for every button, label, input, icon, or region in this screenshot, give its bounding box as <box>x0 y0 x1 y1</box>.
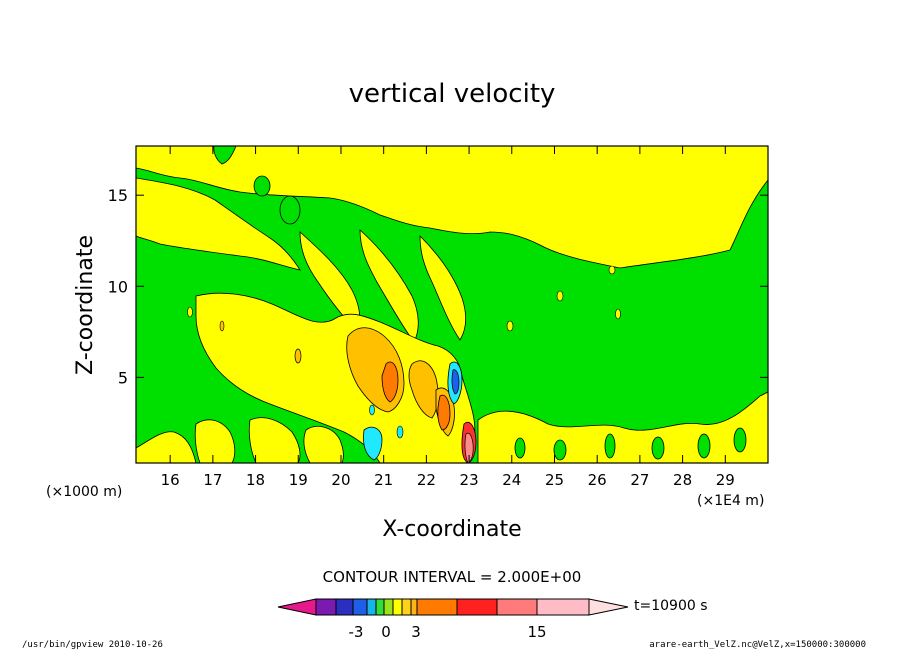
colorbar-cell <box>392 598 403 616</box>
field-green-top-spots <box>213 146 237 165</box>
field-pink-core <box>464 432 474 463</box>
colorbar-cell <box>366 598 377 616</box>
x-axis-ticks: 16 17 18 19 20 21 22 23 24 25 26 27 28 29 <box>161 146 735 489</box>
footer-left: /usr/bin/gpview 2010-10-26 <box>22 640 163 650</box>
plot-frame <box>135 145 769 464</box>
colorbar-cell <box>335 598 354 616</box>
x-tick-label: 22 <box>417 471 436 489</box>
x-tick-label: 26 <box>588 471 607 489</box>
colorbar-label: -3 <box>349 623 364 641</box>
field-green-spot <box>279 195 301 225</box>
y-tick-label: 15 <box>108 186 128 205</box>
x-unit-right: (×1E4 m) <box>697 493 764 509</box>
field-yellow-lower-left <box>194 419 236 463</box>
velocity-field <box>136 146 768 463</box>
field-orange-dark-cell <box>381 361 399 403</box>
field-green-spot <box>604 433 616 459</box>
field-yellow-speck <box>506 320 514 332</box>
y-axis-label: Z-coordinate <box>73 235 98 375</box>
field-yellow-speck <box>187 306 193 318</box>
field-cyan-cell <box>363 426 383 461</box>
field-yellow-upper-left <box>136 177 301 271</box>
colorbar-cell <box>416 598 458 616</box>
colorbar-cell <box>383 598 394 616</box>
x-tick-label: 28 <box>673 471 692 489</box>
field-yellow-upper <box>136 146 768 269</box>
footer-right: arare-earth_VelZ.nc@VelZ,x=150000:300000 <box>649 640 866 650</box>
y-tick-label: 10 <box>108 277 128 296</box>
field-orange-dark-cell <box>437 394 451 431</box>
field-yellow-speck <box>608 265 616 275</box>
colorbar-cell <box>410 598 418 616</box>
field-orange-cell <box>294 348 302 364</box>
field-green-spot <box>514 437 526 459</box>
x-axis-label: X-coordinate <box>382 517 521 542</box>
field-yellow-lower-left <box>136 431 197 463</box>
field-green-spot <box>697 433 711 459</box>
field-yellow-speck <box>556 290 564 302</box>
x-unit-left: (×1000 m) <box>46 484 122 500</box>
x-tick-label: 16 <box>161 471 180 489</box>
field-green-spot <box>651 436 665 460</box>
field-yellow-speck <box>615 308 621 320</box>
chart-title: vertical velocity <box>349 79 556 109</box>
x-tick-label: 18 <box>246 471 265 489</box>
x-tick-label: 29 <box>716 471 735 489</box>
colorbar: -3 0 3 15 <box>277 598 629 641</box>
y-axis-ticks: 5 10 15 <box>108 186 768 387</box>
field-blue-cell <box>451 369 460 395</box>
colorbar-cell <box>496 598 538 616</box>
field-yellow-lower-right <box>477 391 768 463</box>
field-green-spot <box>553 439 567 461</box>
x-tick-label: 21 <box>374 471 393 489</box>
colorbar-cell <box>536 598 590 616</box>
colorbar-label: 3 <box>411 623 421 641</box>
x-tick-label: 23 <box>460 471 479 489</box>
field-orange-cell <box>408 360 439 419</box>
field-cyan-cell <box>396 425 404 439</box>
time-label: t=10900 s <box>634 598 708 614</box>
field-orange-cell <box>219 320 225 332</box>
x-tick-label: 24 <box>502 471 521 489</box>
field-green-spot <box>253 175 271 197</box>
x-tick-label: 20 <box>331 471 350 489</box>
colorbar-label: 0 <box>381 623 391 641</box>
contour-interval: CONTOUR INTERVAL = 2.000E+00 <box>323 568 582 586</box>
x-tick-label: 27 <box>630 471 649 489</box>
x-tick-label: 19 <box>289 471 308 489</box>
colorbar-label: 15 <box>527 623 546 641</box>
y-tick-label: 5 <box>118 368 128 387</box>
colorbar-cell <box>352 598 368 616</box>
field-yellow-streak <box>419 235 466 341</box>
colorbar-cell <box>401 598 412 616</box>
colorbar-right-arrow <box>588 598 629 616</box>
colorbar-left-arrow <box>277 598 317 616</box>
x-tick-label: 25 <box>545 471 564 489</box>
field-yellow-lower <box>248 417 301 463</box>
field-green-spot <box>733 427 747 453</box>
field-yellow-lower <box>303 426 344 463</box>
field-cyan-cell <box>369 404 375 416</box>
x-tick-label: 17 <box>203 471 222 489</box>
colorbar-cell <box>315 598 337 616</box>
colorbar-cell <box>456 598 498 616</box>
colorbar-cell <box>375 598 385 616</box>
field-yellow-central <box>195 292 476 463</box>
